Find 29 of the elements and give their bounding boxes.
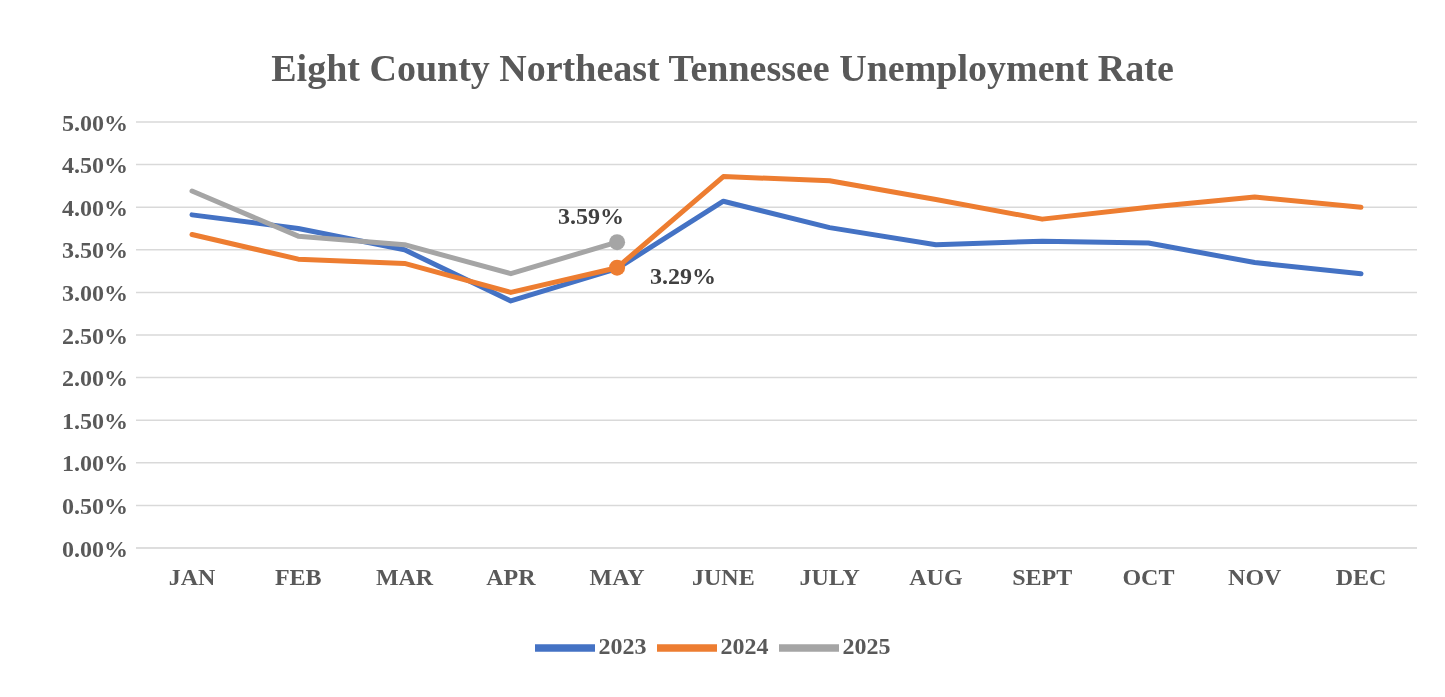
y-tick-label: 4.00%: [62, 194, 128, 221]
x-tick-label: MAY: [589, 564, 645, 591]
y-tick-label: 1.00%: [62, 450, 128, 477]
legend-label: 2025: [842, 632, 891, 659]
x-tick-label: OCT: [1122, 564, 1175, 591]
x-tick-label: APR: [486, 564, 537, 591]
chart-title: Eight County Northeast Tennessee Unemployment Rate: [270, 46, 1175, 91]
x-tick-label: JUNE: [692, 564, 755, 591]
x-tick-label: NOV: [1228, 564, 1283, 591]
y-tick-label: 5.00%: [62, 109, 128, 136]
x-tick-label: AUG: [909, 564, 963, 591]
x-tick-label: FEB: [274, 564, 322, 591]
x-tick-label: SEPT: [1012, 564, 1073, 591]
y-tick-label: 2.50%: [62, 322, 128, 349]
legend-label: 2023: [598, 632, 647, 659]
y-tick-label: 4.50%: [62, 152, 128, 179]
x-tick-label: DEC: [1335, 564, 1387, 591]
y-tick-label: 1.50%: [62, 407, 128, 434]
y-tick-label: 2.00%: [62, 365, 128, 392]
data-label: 3.29%: [650, 262, 717, 289]
data-label: 3.59%: [558, 203, 625, 230]
x-tick-label: JAN: [168, 564, 216, 591]
y-tick-label: 0.00%: [62, 535, 128, 562]
x-tick-label: MAR: [375, 564, 434, 591]
y-tick-label: 3.50%: [62, 237, 128, 264]
y-tick-label: 3.00%: [62, 279, 128, 306]
y-tick-label: 0.50%: [62, 492, 128, 519]
legend-label: 2024: [720, 632, 769, 659]
x-tick-label: JULY: [799, 564, 860, 591]
